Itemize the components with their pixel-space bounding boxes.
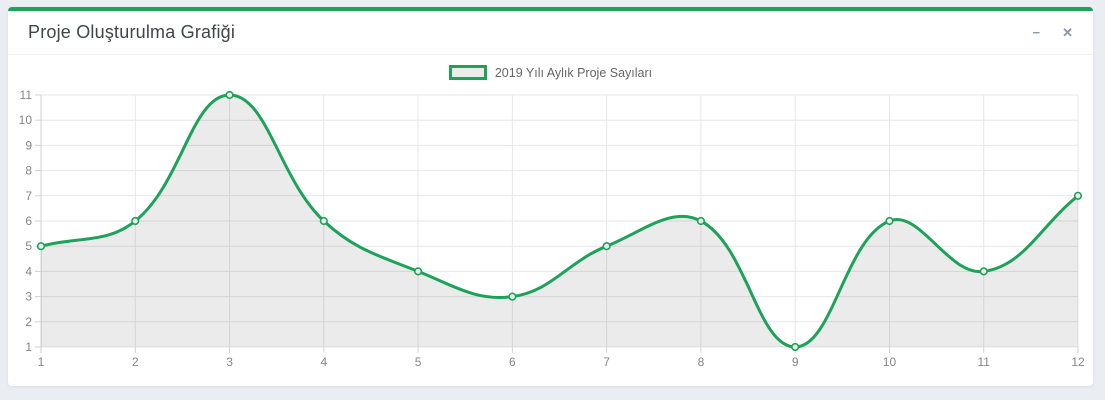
data-point[interactable] — [602, 242, 611, 251]
y-tick-label: 8 — [25, 164, 32, 178]
data-point[interactable] — [791, 342, 800, 352]
x-tick-label: 4 — [320, 355, 327, 369]
legend-item[interactable]: 2019 Yılı Aylık Proje Sayıları — [8, 65, 1093, 80]
panel-tools: − ✕ — [1031, 24, 1076, 41]
data-point[interactable] — [508, 292, 517, 301]
data-point[interactable] — [885, 216, 894, 226]
data-point[interactable] — [36, 242, 46, 251]
x-tick-label: 3 — [226, 355, 233, 369]
chart-panel: Proje Oluşturulma Grafiği − ✕ 2019 Yılı … — [8, 7, 1093, 386]
minimize-button[interactable]: − — [1031, 24, 1043, 41]
y-tick-label: 7 — [25, 189, 32, 203]
data-point[interactable] — [225, 90, 234, 100]
y-tick-label: 5 — [25, 239, 32, 253]
y-tick-label: 11 — [20, 88, 33, 102]
data-point[interactable] — [979, 267, 988, 276]
close-button[interactable]: ✕ — [1060, 24, 1075, 41]
y-tick-label: 9 — [25, 138, 32, 152]
data-point[interactable] — [131, 216, 140, 226]
series-line — [39, 93, 1080, 349]
x-tick-label: 8 — [698, 355, 705, 369]
legend-label: 2019 Yılı Aylık Proje Sayıları — [494, 65, 653, 80]
legend-swatch — [448, 65, 487, 80]
data-point[interactable] — [696, 216, 706, 226]
panel-title: Proje Oluşturulma Grafiği — [28, 22, 236, 42]
y-tick-label: 4 — [25, 264, 32, 278]
x-tick-label: 5 — [415, 355, 422, 369]
x-tick-label: 12 — [1071, 355, 1085, 369]
data-point[interactable] — [413, 267, 423, 276]
x-tick-label: 9 — [792, 355, 799, 369]
y-tick-label: 6 — [25, 214, 32, 228]
x-tick-label: 7 — [603, 355, 610, 369]
x-tick-label: 11 — [977, 355, 990, 369]
y-tick-label: 3 — [25, 290, 32, 304]
y-tick-label: 10 — [19, 113, 33, 127]
x-tick-label: 2 — [132, 355, 139, 369]
minimize-icon: − — [1032, 25, 1041, 40]
x-tick-label: 6 — [509, 355, 516, 369]
data-point[interactable] — [319, 216, 328, 226]
y-tick-label: 1 — [25, 340, 32, 354]
data-point[interactable] — [1073, 191, 1083, 200]
y-tick-label: 2 — [25, 315, 32, 329]
series-area — [41, 95, 1078, 347]
panel-header: Proje Oluşturulma Grafiği − ✕ — [8, 11, 1093, 55]
x-tick-label: 1 — [38, 355, 45, 369]
x-tick-label: 10 — [883, 355, 897, 369]
close-icon: ✕ — [1062, 25, 1073, 40]
